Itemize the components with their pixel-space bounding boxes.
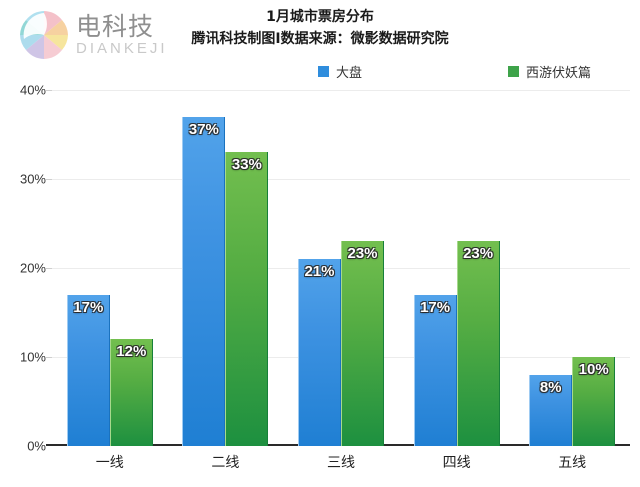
bar-value-label: 33% (231, 156, 262, 174)
y-axis-tick (46, 268, 52, 269)
plot-area: 17% 12% 37% 33% 21% 23% 17% 23% 8% 10% (46, 90, 630, 446)
y-axis-tick (46, 179, 52, 180)
x-axis-tick-label: 一线 (95, 455, 124, 471)
bar-value-label: 17% (73, 298, 104, 316)
y-axis-tick-label: 0% (27, 438, 46, 454)
x-axis-tick-label: 五线 (558, 455, 587, 471)
gridline (52, 90, 630, 91)
y-axis-tick (46, 90, 52, 91)
bar-二线-西游伏妖篇[interactable]: 33% (225, 152, 269, 446)
legend-item-series-2[interactable]: 西游伏妖篇 (508, 62, 591, 81)
x-axis-tick-label: 三线 (326, 455, 355, 471)
legend-swatch-series-1 (318, 66, 329, 77)
brand-logo-text: 电科技 DIANKEJI (76, 14, 168, 56)
bar-五线-大盘[interactable]: 8% (529, 374, 573, 446)
bar-value-label: 37% (188, 120, 219, 138)
y-axis-tick (46, 444, 52, 446)
y-axis-tick-label: 30% (19, 171, 46, 187)
y-axis-tick-label: 40% (19, 82, 46, 98)
gridline (52, 179, 630, 180)
legend-item-series-1[interactable]: 大盘 (318, 62, 362, 81)
bar-value-label: 21% (304, 263, 335, 281)
bar-三线-大盘[interactable]: 21% (298, 259, 341, 446)
bar-value-label: 17% (420, 298, 451, 316)
y-axis-tick (46, 357, 52, 358)
y-axis-tick-label: 20% (19, 260, 46, 276)
y-axis-labels: 0% 10% 20% 30% 40% (0, 83, 640, 454)
chart-title: 1月城市票房分布 (266, 9, 374, 25)
chart-subtitle: 腾讯科技制图I数据来源：微影数据研究院 (191, 31, 449, 47)
brand-logo: 电科技 DIANKEJI (18, 6, 198, 64)
chart-legend: 大盘 西游伏妖篇 (0, 62, 640, 84)
brand-logo-en: DIANKEJI (76, 40, 168, 57)
bar-一线-西游伏妖篇[interactable]: 12% (109, 339, 153, 446)
brand-logo-cn: 电科技 (76, 12, 155, 41)
legend-label-series-1: 大盘 (336, 66, 363, 81)
y-axis-tick-label: 10% (19, 349, 46, 365)
bar-五线-西游伏妖篇[interactable]: 10% (572, 357, 616, 446)
bar-四线-大盘[interactable]: 17% (413, 294, 457, 446)
bar-value-label: 12% (116, 343, 147, 361)
diankeji-pinwheel-logo-icon (18, 9, 70, 61)
bar-value-label: 8% (539, 378, 562, 396)
x-axis-tick-label: 二线 (211, 455, 240, 471)
x-axis-labels: 一线 二线 三线 四线 五线 (52, 452, 630, 480)
bar-四线-西游伏妖篇[interactable]: 23% (456, 241, 500, 446)
bar-一线-大盘[interactable]: 17% (66, 294, 110, 446)
bar-value-label: 23% (463, 245, 494, 263)
legend-label-series-2: 西游伏妖篇 (526, 66, 592, 81)
bar-三线-西游伏妖篇[interactable]: 23% (341, 241, 384, 446)
bar-二线-大盘[interactable]: 37% (182, 116, 226, 446)
legend-swatch-series-2 (508, 66, 519, 77)
bar-value-label: 10% (578, 361, 609, 378)
x-axis-tick-label: 四线 (442, 455, 471, 471)
bar-value-label: 23% (347, 245, 378, 263)
